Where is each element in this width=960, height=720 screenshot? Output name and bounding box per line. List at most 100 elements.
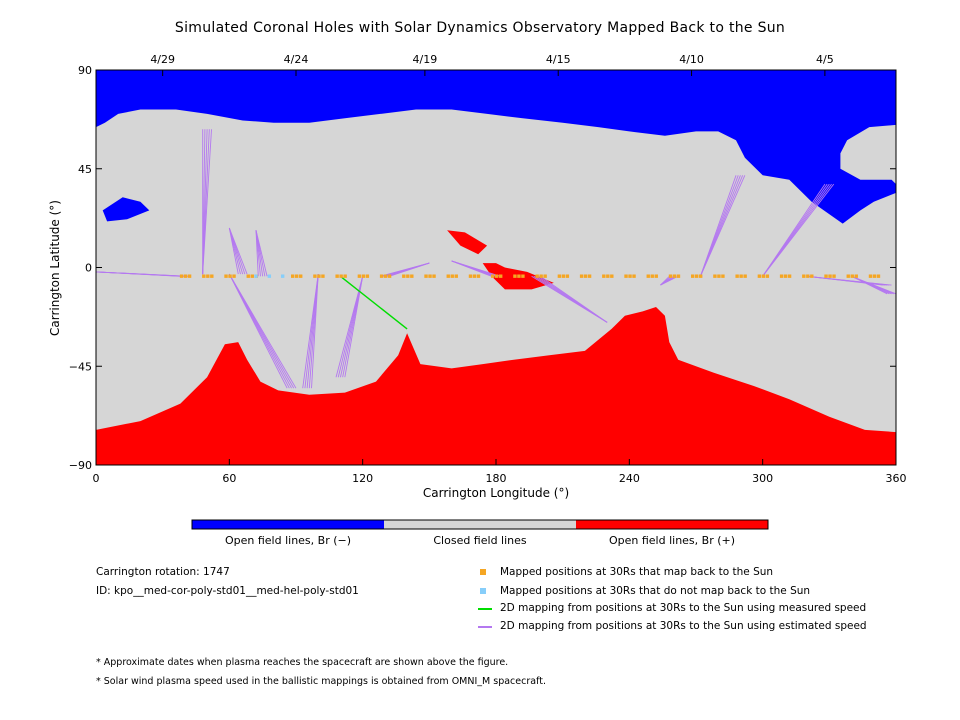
mapped-position-marker <box>565 274 570 278</box>
open-negative-region <box>96 70 896 224</box>
mapped-position-marker <box>246 274 250 278</box>
mapped-position-marker <box>313 274 317 278</box>
coronal-hole-map: 0 60 120 180 240 300 360 90 45 0 −45 −90 4/29 4/24 4/1… <box>69 53 907 485</box>
mapped-position-marker <box>424 274 428 278</box>
colorbar-open-positive <box>576 520 768 529</box>
mapped-position-marker <box>602 274 606 278</box>
mapped-position-marker <box>446 274 450 278</box>
mapped-position-marker <box>410 274 414 278</box>
mapped-position-marker <box>406 274 410 278</box>
estimated-speed-mapping-line <box>228 227 248 275</box>
mapped-position-marker <box>699 274 703 278</box>
mapped-position-marker <box>832 274 836 278</box>
mapped-position-marker <box>317 274 321 278</box>
top-date-label: 4/29 <box>150 53 175 66</box>
colorbar-label-open-negative: Open field lines, Br (−) <box>224 534 352 547</box>
legend-marker-not-mapped <box>480 588 486 594</box>
y-tick-label: 0 <box>85 262 92 275</box>
estimated-speed-mapping-line <box>807 275 892 286</box>
open-positive-region <box>447 230 488 255</box>
estimated-speed-mapping-line <box>762 183 835 277</box>
estimated-speed-mapping-line <box>95 271 190 277</box>
mapped-position-marker <box>299 274 303 278</box>
mapped-position-marker <box>228 274 232 278</box>
mapped-position-marker <box>587 274 592 278</box>
mapped-position-marker <box>561 274 566 278</box>
colorbar-open-negative <box>192 520 384 529</box>
open-positive-region <box>96 307 896 465</box>
mapped-position-marker <box>210 274 214 278</box>
estimated-speed-mapping-line <box>389 262 430 277</box>
mapped-position-marker <box>810 274 814 278</box>
mapped-position-marker <box>624 274 628 278</box>
mapped-position-marker <box>557 274 562 278</box>
top-date-label: 4/24 <box>284 53 309 66</box>
y-axis-label: Carrington Latitude (°) <box>48 200 62 336</box>
mapped-position-marker <box>183 274 188 278</box>
mapped-position-marker <box>521 274 525 278</box>
mapped-position-marker <box>713 274 717 278</box>
mapped-position-marker <box>543 274 547 278</box>
y-tick-label: 45 <box>78 163 92 176</box>
top-date-label: 4/15 <box>546 53 571 66</box>
legend-label-measured-speed: 2D mapping from positions at 30Rs to the… <box>500 602 867 614</box>
estimated-speed-mapping-line <box>255 230 268 277</box>
top-date-label: 4/10 <box>679 53 704 66</box>
x-tick-label: 360 <box>886 472 907 485</box>
mapped-position-marker <box>379 274 384 278</box>
x-axis-label: Carrington Longitude (°) <box>422 486 570 500</box>
carrington-rotation: Carrington rotation: 1747 <box>96 566 230 578</box>
mapped-position-marker <box>295 274 299 278</box>
estimated-speed-mapping-line <box>540 275 608 323</box>
mapped-position-marker <box>850 274 854 278</box>
mapped-position-marker <box>387 274 392 278</box>
mapped-position-marker <box>357 274 362 278</box>
mapped-position-marker <box>335 274 339 278</box>
x-tick-label: 120 <box>352 472 373 485</box>
x-tick-label: 180 <box>486 472 507 485</box>
footnote-speed-source: * Solar wind plasma speed used in the ba… <box>96 676 546 687</box>
mapped-position-marker <box>846 274 850 278</box>
mapped-position-marker <box>579 274 584 278</box>
mapped-position-marker <box>646 274 650 278</box>
y-tick-label: 90 <box>78 64 92 77</box>
mapped-position-marker <box>761 274 766 278</box>
estimated-speed-mapping-line <box>311 274 319 389</box>
closed-field-island <box>571 153 612 189</box>
mapped-position-marker <box>672 274 677 278</box>
mapped-position-marker <box>179 274 184 278</box>
open-negative-region <box>102 197 150 222</box>
colorbar-closed <box>384 520 576 529</box>
mapped-position-marker <box>343 274 347 278</box>
mapped-position-marker <box>583 274 588 278</box>
mapped-position-marker <box>757 274 762 278</box>
mapped-position-marker <box>321 274 325 278</box>
legend-label-mapped: Mapped positions at 30Rs that map back t… <box>500 566 774 578</box>
legend-marker-measured-speed <box>478 608 492 610</box>
mapped-position-marker <box>765 274 770 278</box>
not-mapped-position-marker <box>254 274 258 278</box>
colorbar-label-closed: Closed field lines <box>433 534 527 547</box>
mapped-position-marker <box>468 274 473 278</box>
mapped-position-marker <box>783 274 788 278</box>
mapped-position-marker <box>828 274 832 278</box>
mapped-position-marker <box>739 274 743 278</box>
mapped-position-marker <box>472 274 477 278</box>
estimated-speed-mapping-line <box>700 175 746 277</box>
mapped-position-marker <box>868 274 873 278</box>
y-tick-label: −45 <box>69 360 92 373</box>
mapped-position-marker <box>365 274 370 278</box>
legend-marker-estimated-speed <box>478 626 492 628</box>
closed-field-island <box>887 339 896 362</box>
mapped-position-marker <box>650 274 654 278</box>
x-tick-label: 300 <box>752 472 773 485</box>
colorbar-label-open-positive: Open field lines, Br (+) <box>608 534 736 547</box>
mapped-position-marker <box>695 274 699 278</box>
mapped-position-marker <box>806 274 810 278</box>
mapped-position-marker <box>787 274 792 278</box>
mapped-position-marker <box>513 274 517 278</box>
x-tick-label: 60 <box>222 472 236 485</box>
estimated-speed-mapping-line <box>228 273 297 389</box>
mapped-position-marker <box>735 274 739 278</box>
mapped-position-marker <box>232 274 236 278</box>
